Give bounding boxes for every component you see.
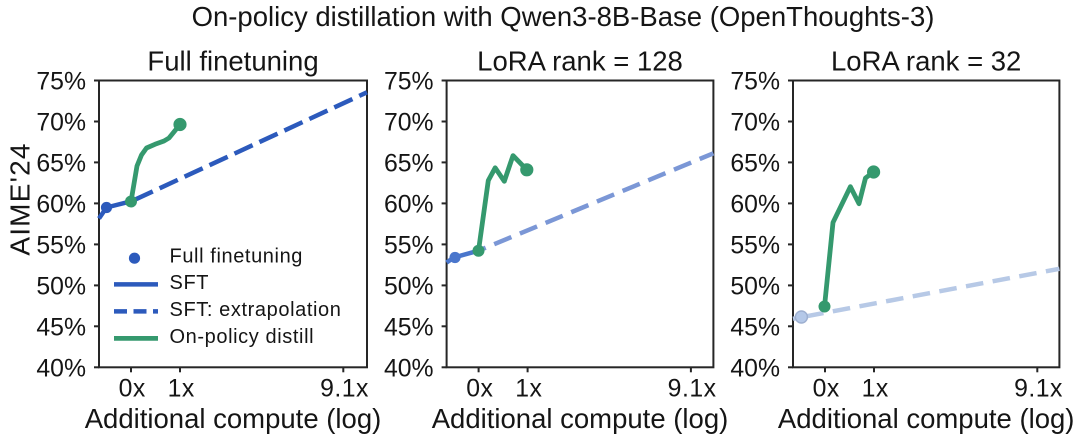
svg-text:50%: 50%: [36, 273, 86, 300]
svg-text:Additional compute (log): Additional compute (log): [778, 403, 1075, 434]
svg-text:60%: 60%: [730, 191, 780, 218]
svg-text:60%: 60%: [36, 191, 86, 218]
svg-text:LoRA rank = 128: LoRA rank = 128: [477, 46, 683, 77]
svg-text:AIME'24: AIME'24: [5, 142, 36, 255]
svg-text:45%: 45%: [36, 314, 86, 341]
svg-text:70%: 70%: [36, 110, 86, 137]
svg-text:45%: 45%: [730, 314, 780, 341]
svg-text:LoRA rank = 32: LoRA rank = 32: [831, 46, 1021, 77]
svg-text:60%: 60%: [384, 191, 434, 218]
svg-text:1x: 1x: [515, 376, 542, 403]
svg-text:9.1x: 9.1x: [320, 376, 369, 403]
svg-text:40%: 40%: [384, 355, 434, 382]
svg-text:Additional compute (log): Additional compute (log): [85, 403, 382, 434]
svg-text:1x: 1x: [168, 376, 195, 403]
svg-text:50%: 50%: [730, 273, 780, 300]
svg-text:45%: 45%: [384, 314, 434, 341]
svg-text:0x: 0x: [119, 376, 146, 403]
svg-text:On-policy distill: On-policy distill: [170, 326, 315, 348]
svg-text:40%: 40%: [730, 355, 780, 382]
svg-text:SFT: SFT: [170, 272, 210, 294]
svg-text:55%: 55%: [384, 232, 434, 259]
svg-text:75%: 75%: [730, 69, 780, 96]
svg-text:65%: 65%: [730, 150, 780, 177]
svg-text:65%: 65%: [384, 150, 434, 177]
svg-text:9.1x: 9.1x: [1014, 376, 1063, 403]
svg-text:50%: 50%: [384, 273, 434, 300]
svg-text:55%: 55%: [730, 232, 780, 259]
svg-text:55%: 55%: [36, 232, 86, 259]
svg-text:70%: 70%: [730, 110, 780, 137]
svg-text:1x: 1x: [862, 376, 889, 403]
svg-text:9.1x: 9.1x: [668, 376, 717, 403]
svg-text:On-policy distillation with Qw: On-policy distillation with Qwen3-8B-Bas…: [192, 1, 935, 32]
svg-text:75%: 75%: [384, 69, 434, 96]
svg-text:40%: 40%: [36, 355, 86, 382]
svg-text:Full finetuning: Full finetuning: [170, 246, 304, 268]
svg-text:65%: 65%: [36, 150, 86, 177]
svg-text:75%: 75%: [36, 69, 86, 96]
svg-text:70%: 70%: [384, 110, 434, 137]
svg-text:Full finetuning: Full finetuning: [147, 46, 318, 77]
svg-text:SFT: extrapolation: SFT: extrapolation: [170, 299, 342, 321]
svg-text:Additional compute (log): Additional compute (log): [432, 403, 729, 434]
svg-text:0x: 0x: [466, 376, 493, 403]
svg-text:0x: 0x: [813, 376, 840, 403]
